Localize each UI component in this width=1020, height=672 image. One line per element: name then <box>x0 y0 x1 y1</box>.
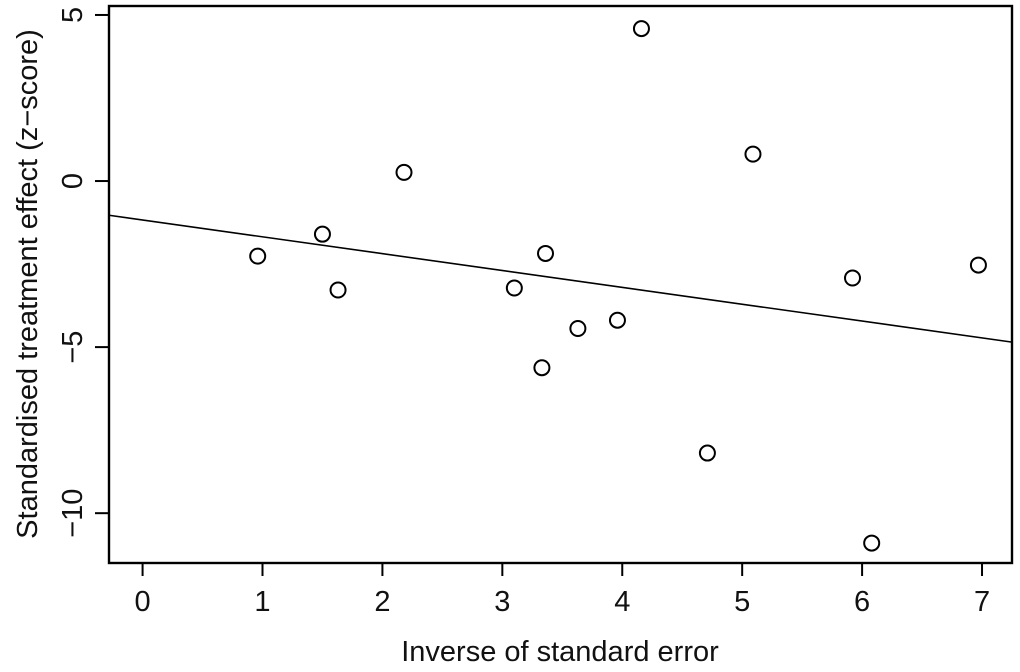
scatter-point <box>249 247 267 265</box>
x-axis-tick-label: 4 <box>614 586 630 618</box>
y-axis-tick-label: −10 <box>57 489 89 538</box>
scatter-point <box>395 163 413 181</box>
x-axis-tick-label: 6 <box>854 586 870 618</box>
scatter-point <box>505 279 523 297</box>
scatter-point <box>632 20 650 38</box>
x-axis-tick-label: 3 <box>494 586 510 618</box>
scatter-point <box>313 225 331 243</box>
plot-box-layer <box>107 4 1014 565</box>
plot-border <box>107 4 1014 565</box>
scatter-point <box>844 269 862 287</box>
x-axis-tick-label: 1 <box>254 586 270 618</box>
x-axis-tick-label: 5 <box>734 586 750 618</box>
x-axis-tick-label: 2 <box>374 586 390 618</box>
scatter-point <box>698 444 716 462</box>
regression-line <box>108 214 1013 343</box>
x-axis-title: Inverse of standard error <box>401 636 719 668</box>
y-axis-tick-label: 0 <box>57 173 89 189</box>
scatter-point <box>744 145 762 163</box>
scatter-point <box>863 534 881 552</box>
y-axis: 5 0 −5 −10 <box>57 7 109 538</box>
x-axis-tick-label: 0 <box>135 586 151 618</box>
scatter-point <box>533 359 551 377</box>
y-axis-title: Standardised treatment effect (z−score) <box>12 29 44 539</box>
scatter-points-layer <box>249 20 987 552</box>
x-axis-tick-label: 7 <box>974 586 990 618</box>
scatter-point <box>608 311 626 329</box>
x-axis: 0 1 2 3 4 5 6 7 <box>135 563 990 618</box>
regression-layer <box>108 214 1013 343</box>
scatter-point <box>537 244 555 262</box>
y-axis-tick-label: 5 <box>57 7 89 23</box>
scatter-point <box>969 256 987 274</box>
y-axis-tick-label: −5 <box>57 331 89 364</box>
scatter-point <box>569 320 587 338</box>
scatter-point <box>329 281 347 299</box>
